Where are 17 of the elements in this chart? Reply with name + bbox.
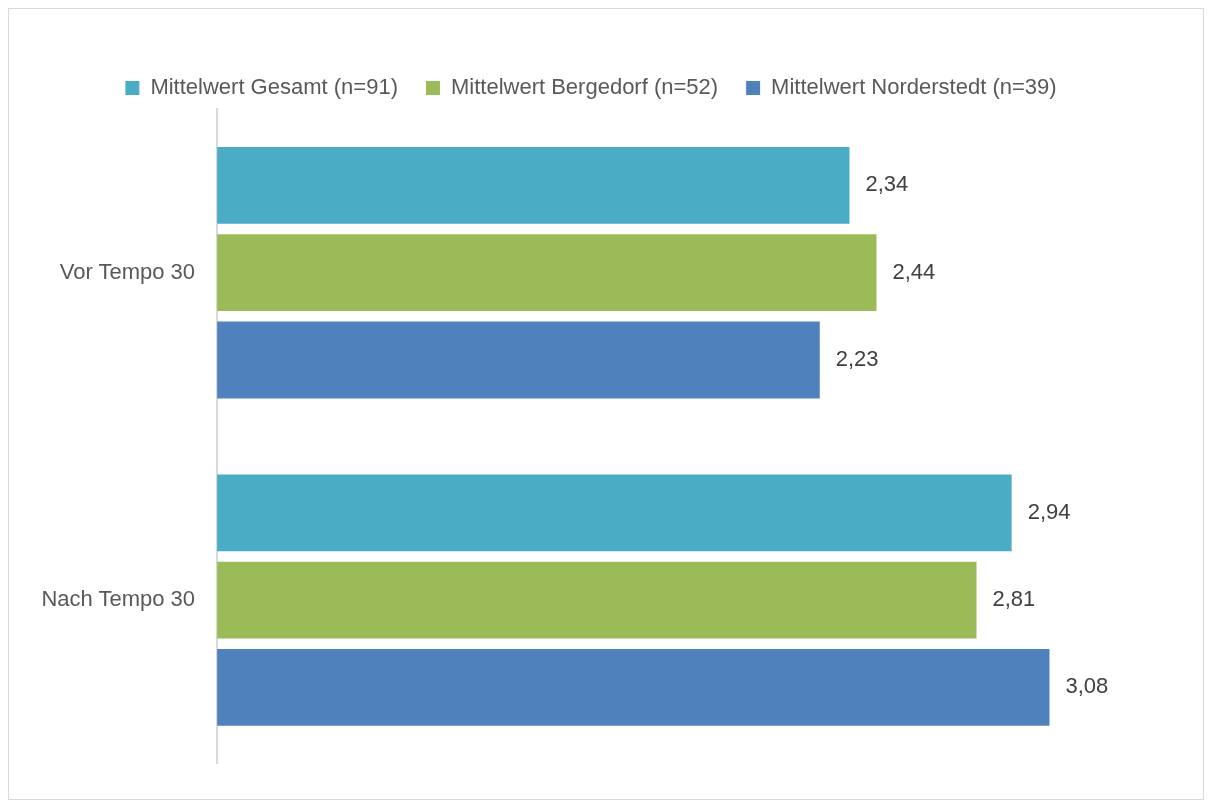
- bar: [217, 648, 1050, 726]
- y-tick-label: Nach Tempo 30: [41, 586, 196, 612]
- data-label: 2,34: [865, 171, 909, 197]
- data-label: 2,81: [992, 586, 1036, 612]
- legend-label: Mittelwert Bergedorf (n=52): [450, 74, 719, 100]
- legend-label: Mittelwert Norderstedt (n=39): [771, 74, 1057, 100]
- data-label: 3,08: [1065, 673, 1109, 699]
- bar: [217, 321, 820, 399]
- data-label: 2,94: [1027, 498, 1071, 524]
- bar: [217, 146, 850, 224]
- bar: [217, 561, 977, 639]
- data-label: 2,23: [835, 346, 879, 372]
- bar: [217, 474, 1012, 552]
- legend-label: Mittelwert Gesamt (n=91): [150, 74, 398, 100]
- y-tick-label: Vor Tempo 30: [59, 258, 196, 284]
- data-label: 2,44: [892, 258, 936, 284]
- bar: [217, 234, 877, 312]
